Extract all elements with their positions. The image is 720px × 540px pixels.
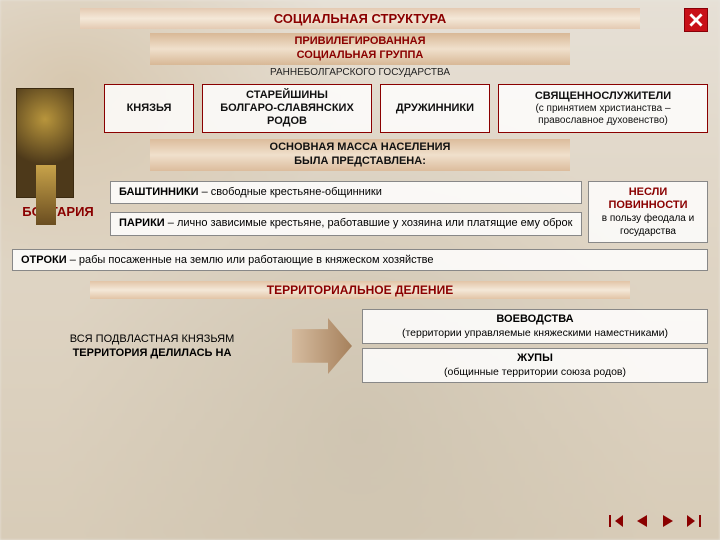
arrow-icon [292,318,352,374]
territorial-item: ВОЕВОДСТВА(территории управляемые княжес… [362,309,708,344]
territorial-title: ТЕРРИТОРИАЛЬНОЕ ДЕЛЕНИЕ [90,281,630,299]
close-button[interactable] [684,8,708,32]
population-fact: ПАРИКИ – лично зависимые крестьяне, рабо… [110,212,582,236]
otroki-box: ОТРОКИ – рабы посаженные на землю или ра… [12,249,708,271]
privileged-heading: ПРИВИЛЕГИРОВАННАЯ СОЦИАЛЬНАЯ ГРУППА [150,33,570,65]
nav-prev-button[interactable] [632,512,652,530]
page-title: СОЦИАЛЬНАЯ СТРУКТУРА [80,8,640,29]
privileged-group-box: КНЯЗЬЯ [104,84,194,134]
privileged-subtitle: РАННЕБОЛГАРСКОГО ГОСУДАРСТВА [150,67,570,78]
nav-last-button[interactable] [684,512,704,530]
duties-box: НЕСЛИ ПОВИННОСТИ в пользу феодала и госу… [588,181,708,244]
nav-next-button[interactable] [658,512,678,530]
privileged-group-box: СТАРЕЙШИНЫБОЛГАРО-СЛАВЯНСКИХРОДОВ [202,84,372,134]
territorial-right: ВОЕВОДСТВА(территории управляемые княжес… [352,309,708,383]
population-middle: БАШТИННИКИ – свободные крестьяне-общинни… [110,181,582,244]
ornament-image [16,88,74,198]
privileged-group-box: СВЯЩЕННОСЛУЖИТЕЛИ(с принятием христианст… [498,84,708,134]
privileged-groups-row: КНЯЗЬЯСТАРЕЙШИНЫБОЛГАРО-СЛАВЯНСКИХРОДОВД… [12,84,708,134]
territorial-item: ЖУПЫ(общинные территории союза родов) [362,348,708,383]
nav-first-button[interactable] [606,512,626,530]
territorial-left: ВСЯ ПОДВЛАСТНАЯ КНЯЗЬЯМ ТЕРРИТОРИЯ ДЕЛИЛ… [12,326,292,367]
privileged-group-box: ДРУЖИННИКИ [380,84,490,134]
population-fact: БАШТИННИКИ – свободные крестьяне-общинни… [110,181,582,205]
nav-controls [606,512,704,530]
population-heading: ОСНОВНАЯ МАССА НАСЕЛЕНИЯ БЫЛА ПРЕДСТАВЛЕ… [150,139,570,171]
